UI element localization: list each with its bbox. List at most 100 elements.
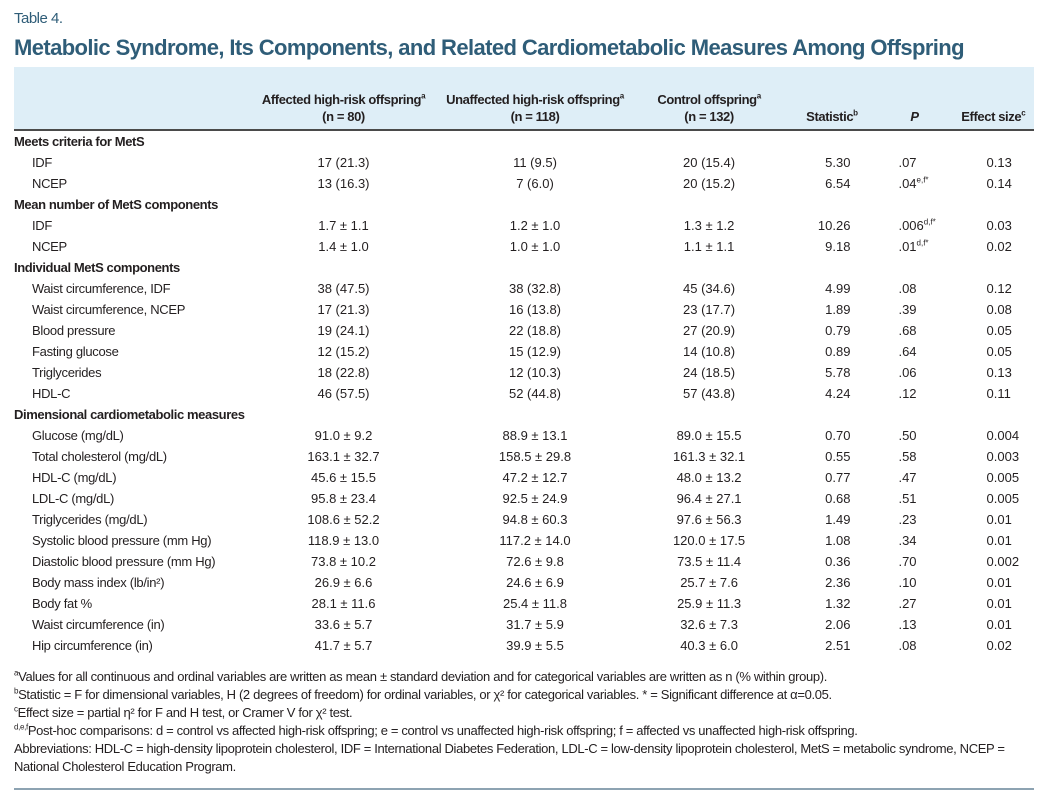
group-value: 41.7 ± 5.7	[314, 638, 373, 653]
p-value-text: .13	[898, 617, 917, 632]
column-name: Effect size	[961, 109, 1022, 124]
group-value: 46 (57.5)	[317, 386, 370, 401]
group-value: 89.0 ± 15.5	[676, 428, 742, 443]
table-row: IDF 17 (21.3) 11 (9.5) 20 (15.4) 5.30 .07 0.13	[14, 152, 1034, 173]
column-header: Control offspringa (n = 132)	[630, 67, 788, 131]
group-value: 26.9 ± 6.6	[314, 575, 373, 590]
footnote-text: Post-hoc comparisons: d = control vs aff…	[27, 723, 858, 738]
statistic-value: 2.51	[825, 638, 851, 653]
p-value: .70	[876, 551, 952, 572]
column-name: P	[910, 109, 919, 124]
p-value-text: .34	[898, 533, 917, 548]
footnote-text: Statistic = F for dimensional variables,…	[18, 687, 832, 702]
column-header: P	[876, 67, 953, 131]
p-value: .47	[876, 467, 952, 488]
column-header: Affected high-risk offspringa (n = 80)	[247, 67, 440, 131]
statistic-value: 1.32	[825, 596, 851, 611]
group-value: 48.0 ± 13.2	[676, 470, 742, 485]
group-value: 97.6 ± 56.3	[676, 512, 742, 527]
table-row: Hip circumference (in) 41.7 ± 5.7 39.9 ± 5…	[14, 635, 1034, 656]
p-value: .51	[876, 488, 952, 509]
section-title: Meets criteria for MetS	[14, 134, 145, 149]
group-value: 95.8 ± 23.4	[311, 491, 376, 506]
header-row: Affected high-risk offspringa (n = 80) Una…	[14, 67, 1034, 131]
p-value: .04e,f*	[876, 173, 952, 194]
column-header: Statisticb	[787, 67, 877, 131]
table-row: NCEP 1.4 ± 1.0 1.0 ± 1.0 1.1 ± 1.1 9.18 .01d,…	[14, 236, 1034, 257]
group-value: 38 (47.5)	[317, 281, 370, 296]
table-row: Triglycerides (mg/dL) 108.6 ± 52.2 94.8 ± …	[14, 509, 1034, 530]
p-value-text: .10	[898, 575, 917, 590]
p-value: .50	[876, 425, 952, 446]
statistic-value: 0.68	[825, 491, 851, 506]
group-value: 20 (15.2)	[683, 176, 736, 191]
group-value: 27 (20.9)	[683, 323, 736, 338]
effect-size-value: 0.03	[986, 218, 1012, 233]
statistic-value: 2.06	[825, 617, 851, 632]
group-value: 24.6 ± 6.9	[506, 575, 564, 590]
footnote: bStatistic = F for dimensional variables…	[14, 686, 1034, 704]
effect-size-value: 0.14	[986, 176, 1012, 191]
table-row: Waist circumference (in) 33.6 ± 5.7 31.7 ±…	[14, 614, 1034, 635]
footnote-text: Effect size = partial η² for F and H tes…	[17, 705, 353, 720]
p-value-marker: e,f*	[916, 175, 929, 185]
p-value-text: .47	[898, 470, 917, 485]
row-label: IDF	[32, 155, 53, 170]
table-figure: Table 4. Metabolic Syndrome, Its Compone…	[0, 10, 1034, 790]
p-value-text: .07	[898, 155, 917, 170]
table-row: Body mass index (lb/in²) 26.9 ± 6.6 24.6 ±…	[14, 572, 1034, 593]
statistic-value: 0.77	[825, 470, 851, 485]
row-label: IDF	[32, 218, 53, 233]
group-value: 19 (24.1)	[317, 323, 370, 338]
row-label: Hip circumference (in)	[32, 638, 153, 653]
p-value: .39	[876, 299, 952, 320]
statistic-value: 4.99	[825, 281, 851, 296]
group-value: 17 (21.3)	[317, 302, 370, 317]
group-value: 94.8 ± 60.3	[502, 512, 568, 527]
row-label: Fasting glucose	[32, 344, 119, 359]
group-value: 11 (9.5)	[513, 155, 557, 170]
p-value-text: .23	[898, 512, 917, 527]
row-label: LDL-C (mg/dL)	[32, 491, 115, 506]
effect-size-value: 0.11	[986, 386, 1011, 401]
statistic-value: 9.18	[825, 239, 851, 254]
group-value: 57 (43.8)	[683, 386, 736, 401]
group-value: 39.9 ± 5.5	[506, 638, 564, 653]
row-label: Triglycerides	[32, 365, 102, 380]
effect-size-value: 0.01	[986, 533, 1012, 548]
group-value: 7 (6.0)	[516, 176, 554, 191]
p-value-text: .12	[898, 386, 917, 401]
p-value: .64	[876, 341, 952, 362]
section-header-row: Dimensional cardiometabolic measures	[14, 404, 1034, 425]
effect-size-value: 0.08	[986, 302, 1012, 317]
group-value: 32.6 ± 7.3	[680, 617, 738, 632]
column-footnote-marker: a	[619, 91, 624, 101]
effect-size-value: 0.13	[986, 155, 1012, 170]
table-row: Fasting glucose 12 (15.2) 15 (12.9) 14 (10.…	[14, 341, 1034, 362]
footnotes: aValues for all continuous and ordinal v…	[14, 668, 1034, 790]
p-value-text: .04	[898, 176, 917, 191]
group-value: 45 (34.6)	[683, 281, 736, 296]
group-value: 16 (13.8)	[508, 302, 562, 317]
group-value: 72.6 ± 9.8	[506, 554, 564, 569]
row-label: Total cholesterol (mg/dL)	[32, 449, 167, 464]
statistic-value: 0.55	[825, 449, 851, 464]
group-value: 1.3 ± 1.2	[683, 218, 735, 233]
p-value: .13	[876, 614, 952, 635]
section-title: Dimensional cardiometabolic measures	[14, 407, 245, 422]
section-title: Individual MetS components	[14, 260, 180, 275]
table-row: NCEP 13 (16.3) 7 (6.0) 20 (15.2) 6.54 .04e,f*…	[14, 173, 1034, 194]
table-row: HDL-C 46 (57.5) 52 (44.8) 57 (43.8) 4.24 .12 0…	[14, 383, 1034, 404]
group-value: 73.8 ± 10.2	[311, 554, 376, 569]
p-value-text: .58	[898, 449, 917, 464]
row-label: Body mass index (lb/in²)	[32, 575, 165, 590]
column-name: Control offspring	[657, 92, 757, 107]
header-blank	[14, 67, 248, 131]
group-value: 1.0 ± 1.0	[509, 239, 561, 254]
effect-size-value: 0.01	[986, 575, 1012, 590]
row-label: Waist circumference (in)	[32, 617, 165, 632]
p-value: .01d,f*	[876, 236, 952, 257]
effect-size-value: 0.01	[986, 596, 1012, 611]
statistic-value: 5.78	[825, 365, 851, 380]
group-value: 91.0 ± 9.2	[314, 428, 373, 443]
